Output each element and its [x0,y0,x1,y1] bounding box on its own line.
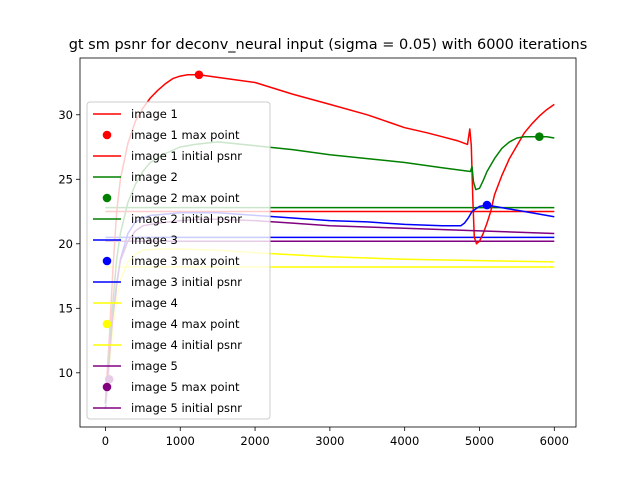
image-2-max-point-legend-label: image 2 max point [131,191,240,205]
x-tick-label: 3000 [315,434,344,448]
image-5-max-point-legend-label: image 5 max point [131,380,240,394]
chart-title: gt sm psnr for deconv_neural input (sigm… [69,37,588,53]
y-tick-label: 25 [58,172,73,186]
image-3-max-point-legend-swatch [102,256,112,266]
y-tick-label: 30 [58,108,73,122]
image-1-max-point-marker [194,70,204,80]
y-tick-label: 15 [58,301,73,315]
y-tick-label: 20 [58,237,73,251]
image-1-max-point-legend-label: image 1 max point [131,128,240,142]
image-4-max-point-legend-swatch [102,319,112,329]
plot-frame [79,57,577,428]
image-3-initial-psnr-legend-label: image 3 initial psnr [131,275,242,289]
image-3-legend-label: image 3 [131,233,178,247]
image-2-max-point-marker [535,132,544,142]
image-4-max-point-legend-label: image 4 max point [131,317,240,331]
x-tick-label: 4000 [390,434,419,448]
image-3-max-point-marker [482,200,492,210]
image-3-max-point-legend-label: image 3 max point [131,254,240,268]
legend: image 1 image 1 max point image 1 initial … [86,101,271,420]
y-tick-label: 10 [58,366,73,380]
axis-layer: 0 1000 2000 3000 4000 5000 6000 10 15 20 25 30 [58,108,569,448]
image-2-initial-psnr-legend-label: image 2 initial psnr [131,212,242,226]
x-tick-label: 2000 [240,434,269,448]
x-tick-label: 0 [102,434,109,448]
image-5-legend-label: image 5 [131,359,178,373]
image-5-initial-psnr-legend-label: image 5 initial psnr [131,401,242,415]
x-tick-label: 1000 [166,434,195,448]
image-2-legend-label: image 2 [131,170,178,184]
image-4-initial-psnr-legend-label: image 4 initial psnr [131,338,242,352]
image-1-initial-psnr-legend-label: image 1 initial psnr [131,149,242,163]
x-tick-label: 6000 [540,434,569,448]
image-1-max-point-legend-swatch [102,130,112,140]
image-1-legend-label: image 1 [131,107,178,121]
image-5-max-point-legend-swatch [102,382,112,392]
legend-box [86,101,271,420]
x-tick-label: 5000 [465,434,494,448]
image-2-max-point-legend-swatch [102,193,112,203]
image-4-legend-label: image 4 [131,296,178,310]
